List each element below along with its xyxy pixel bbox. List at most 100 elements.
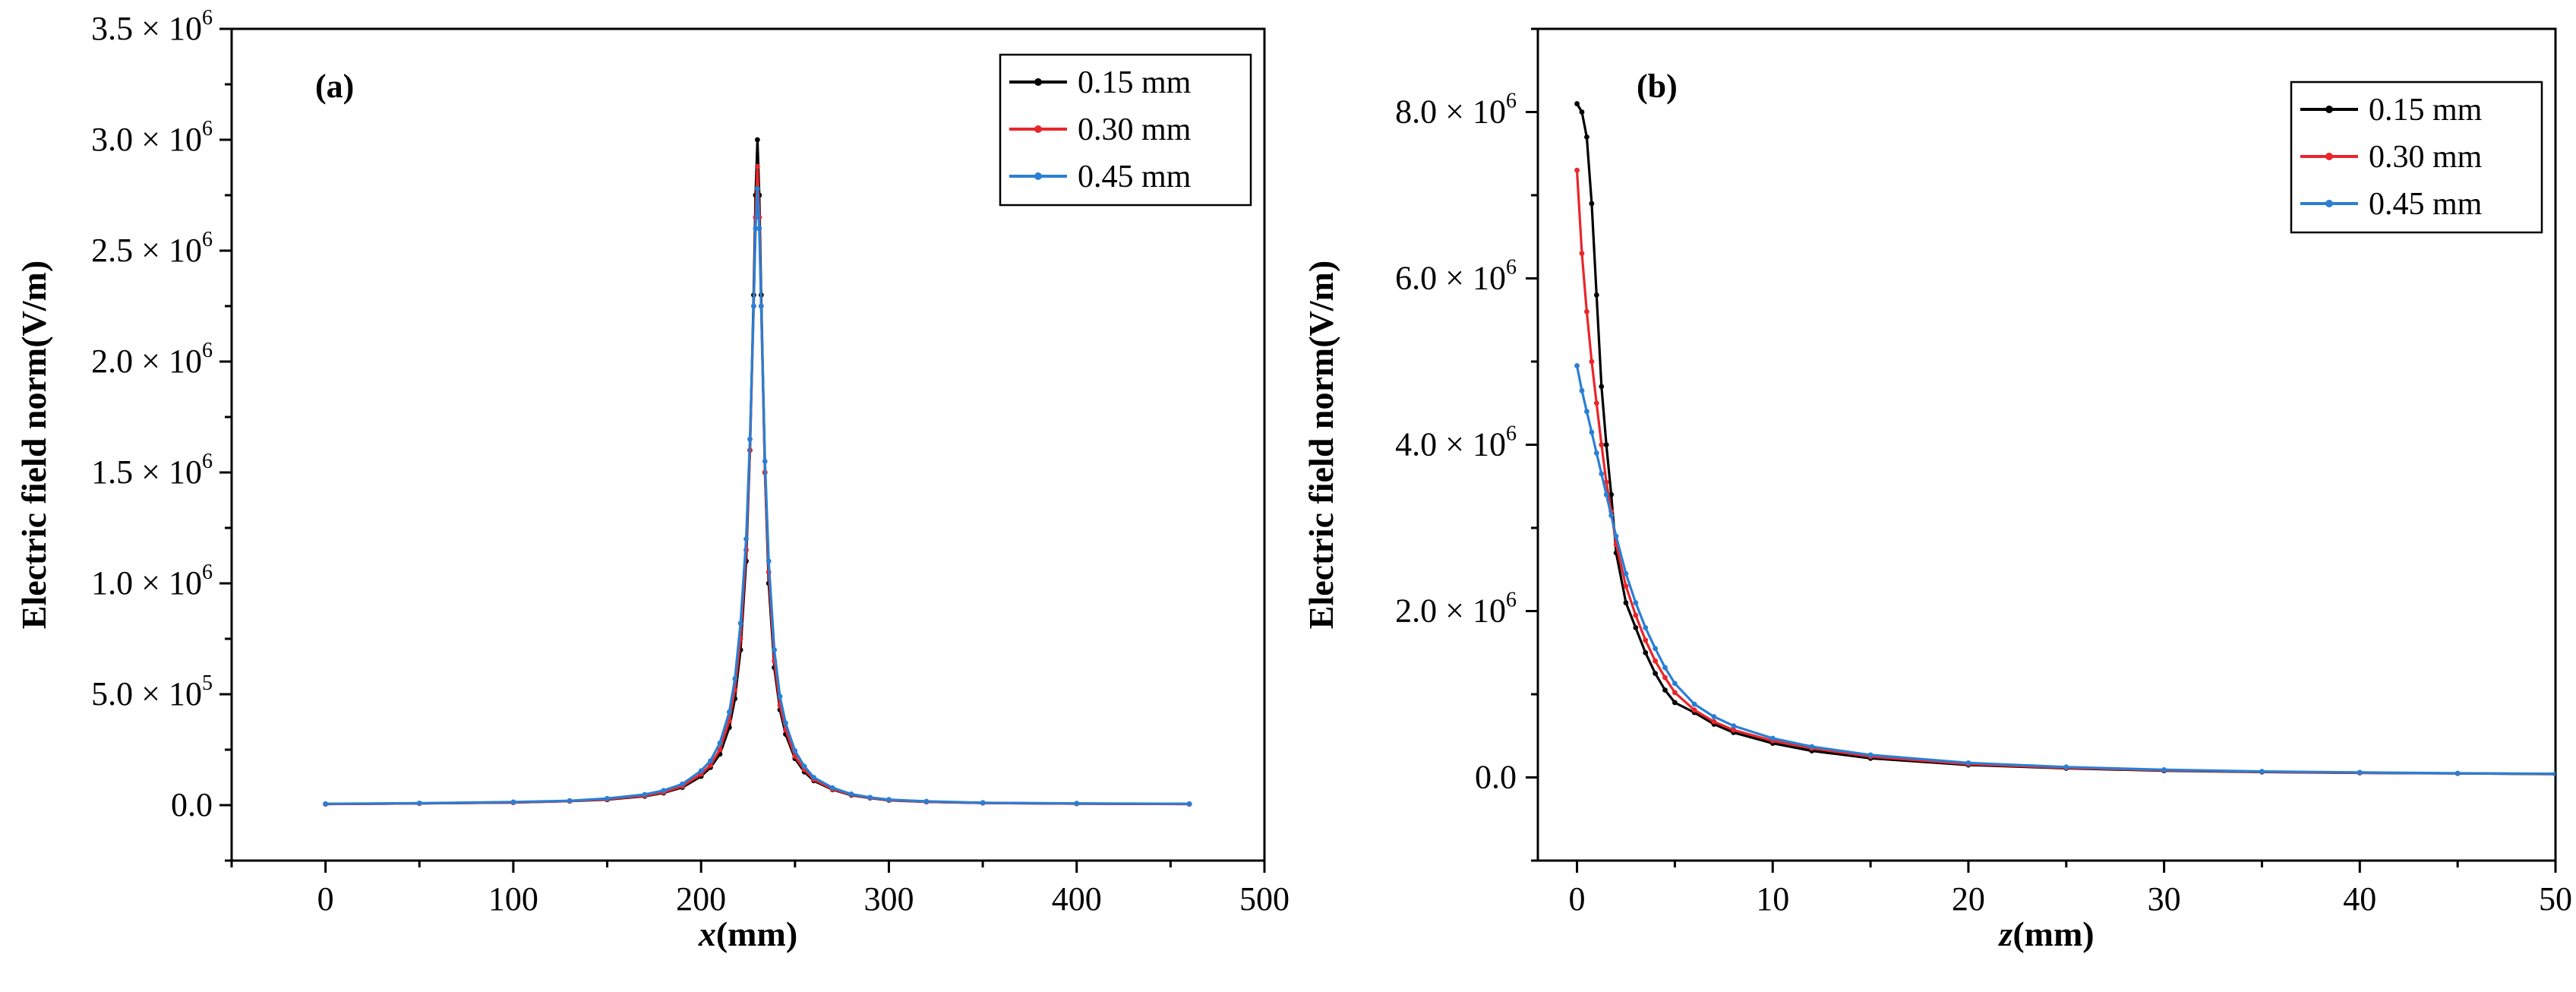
data-point	[1672, 690, 1678, 696]
y-tick-label: 3.0 × 106	[91, 117, 213, 158]
data-point	[1608, 513, 1615, 518]
data-point	[1662, 674, 1668, 681]
data-point	[923, 798, 930, 804]
data-point	[848, 791, 854, 797]
data-point	[747, 436, 753, 442]
data-point	[829, 785, 835, 791]
series-line-0-30-mm	[325, 165, 1190, 806]
data-point	[1593, 400, 1599, 406]
data-point	[1603, 479, 1609, 485]
data-point	[1593, 292, 1599, 298]
x-tick-label: 40	[2343, 880, 2376, 918]
data-point	[1623, 570, 1629, 577]
data-point	[1599, 384, 1605, 390]
data-point	[1711, 714, 1717, 719]
data-point	[1579, 251, 1585, 257]
data-point	[1633, 625, 1639, 630]
data-point	[772, 647, 778, 652]
panel-label: (a)	[315, 68, 354, 105]
legend-marker	[1034, 125, 1042, 133]
data-point	[2259, 769, 2265, 775]
legend-marker	[2325, 106, 2333, 113]
data-point	[783, 720, 788, 726]
data-point	[1593, 450, 1599, 456]
data-point	[737, 621, 743, 626]
legend-marker	[1034, 172, 1042, 180]
data-point	[758, 303, 764, 309]
data-point	[1584, 134, 1589, 140]
data-point	[717, 747, 723, 753]
x-tick-label: 50	[2539, 880, 2572, 918]
data-point	[1691, 701, 1697, 707]
data-point	[1599, 442, 1605, 447]
x-tick-label: 20	[1952, 880, 1985, 918]
data-point	[1584, 409, 1589, 415]
y-tick-label: 1.0 × 106	[91, 561, 213, 602]
y-tick-label: 0.0	[1475, 759, 1517, 796]
data-point	[567, 798, 573, 804]
data-point	[743, 536, 749, 542]
y-tick-label: 0.0	[171, 786, 213, 823]
y-tick-label: 6.0 × 106	[1395, 256, 1517, 297]
data-point	[754, 163, 760, 169]
data-point	[1574, 167, 1580, 173]
data-point	[1672, 700, 1678, 706]
data-point	[416, 800, 422, 806]
x-tick-label: 100	[488, 880, 538, 918]
data-point	[1731, 723, 1737, 729]
data-point	[1662, 665, 1668, 671]
series-line-0-30-mm	[1575, 170, 2555, 776]
data-point	[980, 800, 986, 806]
data-point	[1589, 359, 1595, 365]
data-point	[2063, 764, 2069, 770]
data-point	[766, 558, 772, 564]
y-tick-label: 1.5 × 106	[91, 450, 213, 491]
series-group	[323, 137, 1192, 807]
y-tick-label: 2.0 × 106	[1395, 589, 1517, 630]
data-point	[867, 795, 873, 801]
legend-label: 0.15 mm	[1078, 65, 1192, 100]
data-point	[1643, 649, 1649, 656]
y-tick-label: 4.0 × 106	[1395, 422, 1517, 463]
data-point	[1769, 735, 1776, 741]
y-axis-title: Electric field norm(V/m)	[1302, 261, 1340, 629]
data-point	[886, 797, 892, 803]
plot-frame	[230, 27, 1266, 862]
chart-panel-a: 0 100 200 300 400 500 0.0 5.0 × 105 1.0 × 106 1.5…	[14, 6, 1290, 953]
legend-label: 0.15 mm	[2369, 93, 2483, 128]
x-tick-label: 300	[863, 880, 914, 918]
data-point	[642, 791, 648, 798]
data-point	[1867, 752, 1874, 758]
data-point	[732, 676, 738, 681]
data-point	[1711, 719, 1717, 725]
legend-label: 0.30 mm	[2369, 140, 2483, 175]
data-point	[1579, 387, 1585, 393]
legend-marker	[1034, 78, 1042, 86]
data-point	[751, 303, 756, 309]
y-tick-label: 2.5 × 106	[91, 228, 213, 269]
x-tick-label: 400	[1052, 880, 1102, 918]
data-point	[1074, 801, 1080, 807]
y-tick-label: 5.0 × 105	[91, 671, 213, 712]
legend: 0.15 mm 0.30 mm 0.45 mm	[2290, 81, 2543, 234]
x-axis-title: z(mm)	[1997, 915, 2094, 953]
data-point	[811, 775, 816, 780]
series-line-0-45-mm	[1575, 365, 2555, 776]
series-line-0-45-mm	[325, 187, 1190, 805]
data-point	[1186, 801, 1192, 807]
series-group	[1574, 101, 2555, 777]
data-point	[1691, 707, 1697, 713]
series-line-0-15-mm	[325, 138, 1190, 806]
data-point	[1731, 727, 1737, 733]
data-point	[1589, 429, 1595, 435]
x-tick-label: 200	[676, 880, 726, 918]
data-point	[1608, 491, 1615, 498]
data-point	[1633, 612, 1639, 618]
data-point	[1643, 625, 1649, 630]
panel-label: (b)	[1637, 68, 1678, 105]
data-point	[756, 226, 762, 232]
data-point	[2552, 771, 2555, 777]
data-point	[1599, 471, 1605, 477]
data-point	[708, 758, 713, 763]
